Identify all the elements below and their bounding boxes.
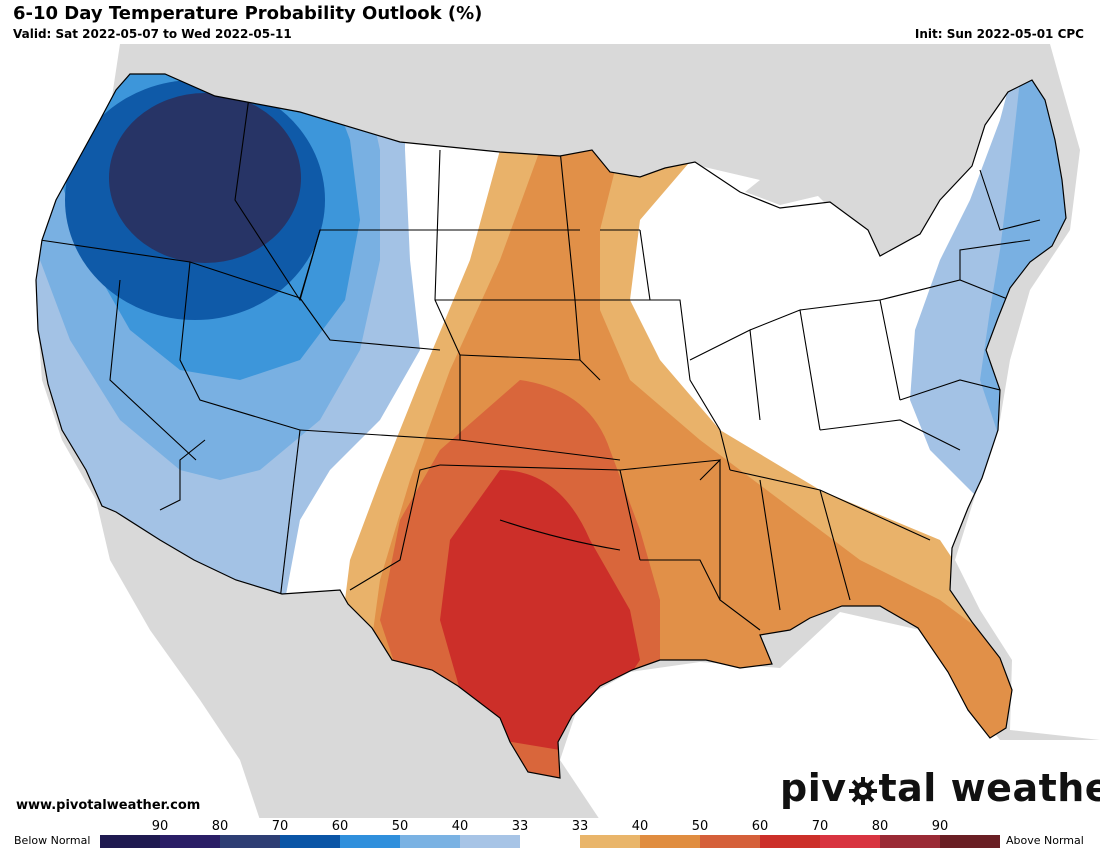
state-boundaries	[39, 89, 1041, 631]
legend-tick-label: 33	[511, 819, 529, 834]
atlantic-ocean	[955, 44, 1100, 740]
legend-color-bar	[100, 835, 1000, 848]
legend-tick-label: 90	[151, 819, 169, 834]
legend-swatch	[640, 835, 700, 848]
legend-tick-label: 40	[631, 819, 649, 834]
legend-ticks: 90 80 70 60 50 40 33 33 40 50 60 70 80 90	[0, 818, 1100, 834]
legend-swatch	[460, 835, 520, 848]
legend-swatch	[820, 835, 880, 848]
legend-tick-label: 40	[451, 819, 469, 834]
legend-swatch	[940, 835, 1000, 848]
legend-tick-label: 80	[211, 819, 229, 834]
legend-above-normal-label: Above Normal	[1006, 834, 1084, 847]
legend-swatch	[340, 835, 400, 848]
legend-tick-label: 33	[571, 819, 589, 834]
legend-swatch	[160, 835, 220, 848]
legend-swatch	[580, 835, 640, 848]
color-legend: 90 80 70 60 50 40 33 33 40 50 60 70 80 90 Below Norma…	[0, 818, 1100, 850]
website-credit: www.pivotalweather.com	[16, 798, 201, 813]
logo-text-start: piv	[780, 766, 847, 810]
legend-tick-label: 60	[751, 819, 769, 834]
legend-swatch	[520, 835, 580, 848]
gear-icon	[848, 777, 877, 805]
legend-tick-label: 70	[271, 819, 289, 834]
legend-swatch	[760, 835, 820, 848]
legend-swatch	[100, 835, 160, 848]
legend-tick-label: 90	[931, 819, 949, 834]
legend-tick-label: 80	[871, 819, 889, 834]
pivotal-weather-logo: piv tal weather	[780, 766, 1100, 810]
legend-tick-label: 60	[331, 819, 349, 834]
gulf-of-mexico	[560, 612, 1100, 820]
map-header: 6-10 Day Temperature Probability Outlook…	[0, 0, 1100, 44]
legend-swatch	[280, 835, 340, 848]
above-60	[440, 470, 640, 750]
legend-tick-label: 70	[811, 819, 829, 834]
init-time: Init: Sun 2022-05-01 CPC	[914, 27, 1084, 41]
temperature-outlook-map	[0, 44, 1100, 820]
legend-tick-label: 50	[391, 819, 409, 834]
legend-swatch	[700, 835, 760, 848]
legend-swatch	[880, 835, 940, 848]
map-title: 6-10 Day Temperature Probability Outlook…	[13, 3, 483, 24]
legend-below-normal-label: Below Normal	[14, 834, 91, 847]
below-70-west	[109, 93, 301, 263]
valid-period: Valid: Sat 2022-05-07 to Wed 2022-05-11	[13, 27, 292, 41]
legend-swatch	[400, 835, 460, 848]
logo-text-end: tal weather	[878, 766, 1100, 810]
legend-swatch	[220, 835, 280, 848]
legend-tick-label: 50	[691, 819, 709, 834]
pacific-ocean	[0, 44, 260, 820]
